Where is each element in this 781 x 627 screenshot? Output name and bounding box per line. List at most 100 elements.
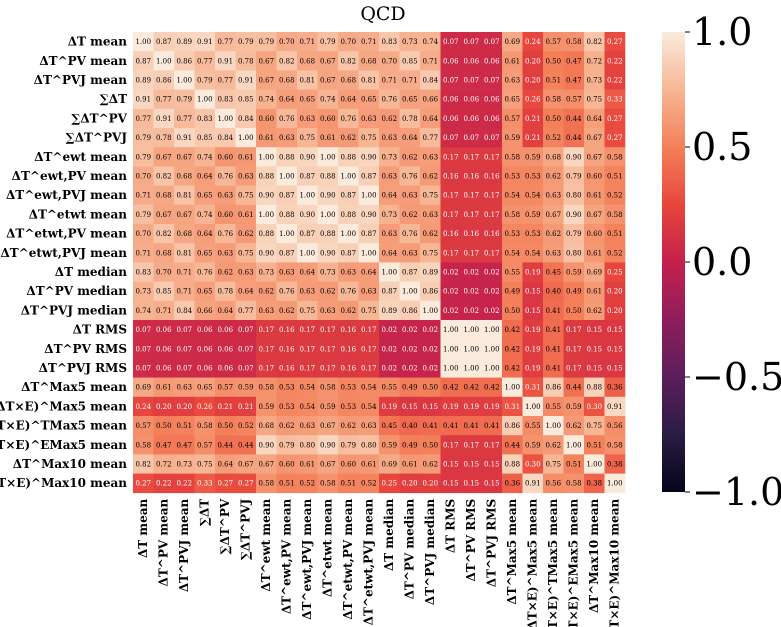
heatmap-cell bbox=[276, 358, 298, 378]
heatmap-cell bbox=[584, 396, 605, 417]
cell-value-label: 0.52 bbox=[299, 480, 315, 488]
cell-value-label: 0.87 bbox=[361, 173, 377, 181]
heatmap-cell bbox=[256, 300, 277, 321]
cell-value-label: 0.59 bbox=[238, 384, 254, 392]
heatmap-cell bbox=[358, 204, 380, 225]
heatmap-cell bbox=[215, 320, 236, 340]
cell-value-label: 0.59 bbox=[525, 441, 541, 449]
heatmap-cell bbox=[584, 320, 605, 340]
heatmap-cell bbox=[338, 435, 359, 455]
cell-value-label: 0.17 bbox=[443, 192, 459, 200]
heatmap-cell bbox=[502, 454, 523, 474]
heatmap-cell bbox=[502, 166, 523, 186]
cell-value-label: 0.33 bbox=[197, 480, 213, 488]
cell-value-label: 0.20 bbox=[607, 307, 623, 315]
cell-value-label: 0.57 bbox=[545, 38, 561, 46]
cell-value-label: 0.16 bbox=[484, 230, 500, 238]
heatmap-cell bbox=[563, 454, 585, 474]
cell-value-label: 0.17 bbox=[299, 345, 315, 353]
heatmap-cell bbox=[174, 416, 195, 436]
heatmap-cell bbox=[297, 70, 318, 90]
cell-value-label: 0.44 bbox=[566, 115, 582, 123]
heatmap-cell bbox=[358, 473, 380, 494]
heatmap-cell bbox=[379, 416, 400, 436]
heatmap-cell bbox=[256, 281, 277, 302]
cell-value-label: 0.27 bbox=[135, 480, 151, 488]
heatmap-cell bbox=[420, 108, 441, 129]
heatmap-cell bbox=[174, 185, 195, 206]
heatmap-cell bbox=[297, 128, 318, 148]
cell-value-label: 0.88 bbox=[320, 173, 336, 181]
heatmap-cell bbox=[317, 281, 339, 302]
cell-value-label: 0.02 bbox=[381, 365, 397, 373]
cell-value-label: 0.41 bbox=[545, 307, 561, 315]
heatmap-cell bbox=[522, 147, 544, 167]
heatmap-cell bbox=[297, 473, 318, 494]
heatmap-cell bbox=[440, 204, 462, 225]
heatmap-cell bbox=[317, 473, 339, 494]
cell-value-label: 0.87 bbox=[135, 57, 151, 65]
cell-value-label: 0.15 bbox=[443, 480, 459, 488]
heatmap-cell bbox=[133, 339, 154, 359]
heatmap-cell bbox=[153, 281, 175, 302]
cell-value-label: 0.64 bbox=[279, 96, 295, 104]
heatmap-cell bbox=[379, 224, 400, 244]
cell-value-label: 0.47 bbox=[566, 77, 582, 85]
heatmap-cell bbox=[358, 281, 380, 302]
heatmap-cell bbox=[379, 377, 400, 398]
cell-value-label: 0.51 bbox=[176, 422, 192, 430]
cell-value-label: 0.80 bbox=[361, 441, 377, 449]
cell-value-label: 0.88 bbox=[340, 211, 356, 219]
cell-value-label: 0.65 bbox=[402, 96, 418, 104]
heatmap-cell bbox=[522, 204, 544, 225]
heatmap-cell bbox=[133, 473, 154, 494]
heatmap-cell bbox=[215, 32, 236, 52]
heatmap-cell bbox=[338, 147, 359, 167]
heatmap-cell bbox=[153, 435, 175, 455]
cell-value-label: 0.52 bbox=[607, 249, 623, 257]
cell-value-label: 0.73 bbox=[258, 269, 274, 277]
x-tick-label: ΔT mean bbox=[136, 499, 150, 559]
heatmap-cell bbox=[194, 435, 216, 455]
cell-value-label: 0.06 bbox=[443, 96, 459, 104]
heatmap-cell bbox=[235, 358, 257, 378]
heatmap-cell bbox=[461, 243, 482, 263]
cell-value-label: 0.88 bbox=[320, 230, 336, 238]
heatmap-cell bbox=[420, 32, 441, 52]
cell-value-label: 0.64 bbox=[197, 230, 213, 238]
heatmap-cell bbox=[235, 454, 257, 474]
cell-value-label: 0.16 bbox=[340, 365, 356, 373]
cell-value-label: 0.53 bbox=[504, 230, 520, 238]
cell-value-label: 0.74 bbox=[320, 96, 336, 104]
cell-value-label: 0.30 bbox=[586, 403, 602, 411]
heatmap-cell bbox=[420, 51, 441, 71]
heatmap-cell bbox=[297, 358, 318, 378]
cell-value-label: 0.07 bbox=[484, 134, 500, 142]
heatmap-cell bbox=[379, 262, 400, 282]
cell-value-label: 0.31 bbox=[504, 403, 520, 411]
cell-value-label: 0.16 bbox=[463, 230, 479, 238]
heatmap-cell bbox=[297, 454, 318, 474]
cell-value-label: 0.61 bbox=[320, 134, 336, 142]
cell-value-label: 1.00 bbox=[299, 249, 315, 257]
x-tick-label: ΔT^ewt,PVJ mean bbox=[300, 499, 314, 620]
cell-value-label: 0.88 bbox=[258, 230, 274, 238]
heatmap-cell bbox=[297, 300, 318, 321]
heatmap-cell bbox=[502, 281, 523, 302]
heatmap-cell bbox=[194, 473, 216, 494]
cell-value-label: 0.02 bbox=[484, 288, 500, 296]
heatmap-cell bbox=[317, 89, 339, 110]
cell-value-label: 0.07 bbox=[463, 134, 479, 142]
heatmap-cell bbox=[522, 185, 544, 206]
chart-title: QCD bbox=[360, 3, 405, 25]
cell-value-label: 0.70 bbox=[135, 173, 151, 181]
heatmap-cell bbox=[194, 89, 216, 110]
heatmap-cell bbox=[256, 377, 277, 398]
heatmap-cell bbox=[461, 51, 482, 71]
cell-value-label: 0.76 bbox=[197, 269, 213, 277]
heatmap-cell bbox=[133, 454, 154, 474]
cell-value-label: 0.38 bbox=[586, 480, 602, 488]
cell-value-label: 0.71 bbox=[135, 249, 151, 257]
cell-value-label: 0.50 bbox=[217, 422, 233, 430]
heatmap-cell bbox=[502, 224, 523, 244]
